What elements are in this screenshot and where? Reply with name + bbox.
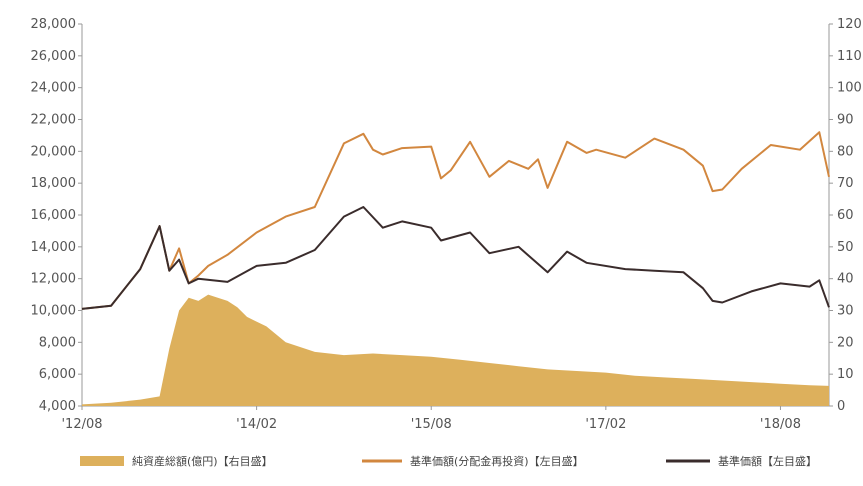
tick-labels-group: 4,000 6,000 8,000 10,000 12,000 14,000 16,000 1… — [31, 17, 862, 432]
legend-label: 純資産総額(億円)【右目盛】 — [132, 454, 273, 468]
lines-group — [81, 131, 830, 310]
legend-label: 基準価額【左目盛】 — [718, 454, 817, 468]
x-tick-label: '14/02 — [236, 417, 277, 432]
left-tick-label: 14,000 — [31, 240, 77, 255]
left-tick-label: 12,000 — [31, 272, 77, 287]
left-tick-label: 10,000 — [31, 304, 77, 319]
legend-label: 基準価額(分配金再投資)【左目盛】 — [410, 454, 584, 468]
right-tick-label: 50 — [837, 240, 854, 255]
right-tick-label: 110 — [837, 49, 862, 64]
legend-swatch-net-assets — [80, 456, 124, 466]
right-tick-label: 70 — [837, 176, 854, 191]
x-tick-label: '18/08 — [760, 417, 801, 432]
right-tick-label: 60 — [837, 208, 854, 223]
left-tick-label: 18,000 — [31, 176, 77, 191]
series-nav-line — [81, 206, 830, 310]
right-tick-label: 40 — [837, 272, 854, 287]
left-tick-label: 16,000 — [31, 208, 77, 223]
x-tick-label: '17/02 — [585, 417, 626, 432]
left-tick-label: 26,000 — [31, 49, 77, 64]
right-tick-label: 30 — [837, 304, 854, 319]
left-tick-label: 4,000 — [39, 399, 76, 414]
series-nav-reinvested-line — [81, 131, 830, 310]
x-tick-label: '15/08 — [411, 417, 452, 432]
area-group — [82, 294, 829, 406]
left-tick-label: 20,000 — [31, 144, 77, 159]
left-tick-label: 24,000 — [31, 81, 77, 96]
right-tick-label: 120 — [837, 17, 862, 32]
x-tick-label: '12/08 — [61, 417, 102, 432]
left-tick-label: 22,000 — [31, 113, 77, 128]
left-tick-label: 28,000 — [31, 17, 77, 32]
right-tick-label: 80 — [837, 144, 854, 159]
series-net-assets-area — [82, 294, 829, 406]
right-tick-label: 10 — [837, 367, 854, 382]
right-tick-label: 20 — [837, 335, 854, 350]
right-tick-label: 90 — [837, 113, 854, 128]
legend: 純資産総額(億円)【右目盛】 基準価額(分配金再投資)【左目盛】 基準価額【左目盛】 — [80, 454, 817, 468]
left-tick-label: 8,000 — [39, 335, 76, 350]
right-tick-label: 0 — [837, 399, 845, 414]
right-tick-label: 100 — [837, 81, 862, 96]
left-tick-label: 6,000 — [39, 367, 76, 382]
